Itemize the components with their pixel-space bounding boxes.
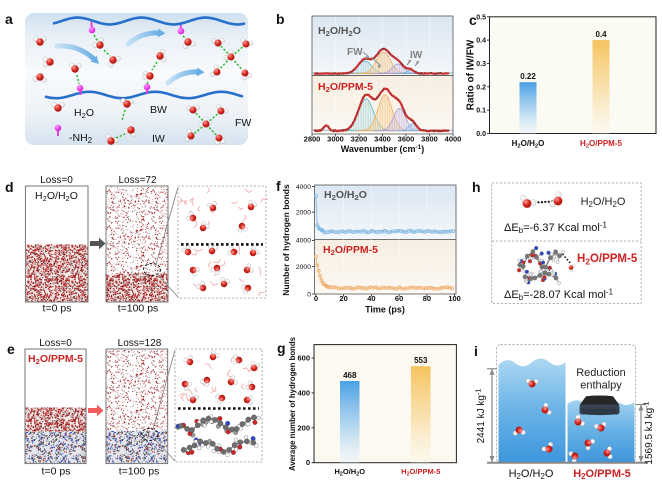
svg-text:H2O/PPM-5: H2O/PPM-5 [580, 139, 622, 150]
svg-text:468: 468 [343, 371, 357, 380]
svg-text:H2O/H2O: H2O/H2O [318, 25, 361, 38]
svg-text:80: 80 [423, 294, 431, 303]
svg-text:Number of hydrogen bonds: Number of hydrogen bonds [281, 184, 291, 296]
svg-text:H2O: H2O [74, 107, 94, 120]
svg-text:0: 0 [307, 291, 311, 298]
svg-text:2000: 2000 [296, 264, 311, 271]
svg-text:H2O/PPM-5: H2O/PPM-5 [318, 81, 373, 94]
svg-text:i: i [474, 343, 478, 359]
svg-text:H2O/H2O: H2O/H2O [334, 467, 365, 478]
svg-text:BW: BW [150, 104, 167, 116]
svg-text:Loss=0: Loss=0 [40, 175, 73, 186]
svg-text:0: 0 [306, 458, 310, 467]
svg-text:H2O/PPM-5: H2O/PPM-5 [401, 467, 440, 478]
svg-text:0.2: 0.2 [476, 84, 486, 91]
svg-text:600: 600 [297, 354, 310, 363]
svg-text:0.0: 0.0 [476, 131, 486, 138]
svg-text:400: 400 [297, 388, 310, 397]
svg-text:2441 kJ kg-1: 2441 kJ kg-1 [474, 389, 487, 444]
svg-text:3600: 3600 [398, 135, 415, 144]
svg-text:Loss=72: Loss=72 [118, 175, 157, 186]
svg-text:4000: 4000 [445, 135, 462, 144]
svg-text:H2O/PPM-5: H2O/PPM-5 [573, 468, 631, 481]
svg-text:H2O/PPM-5: H2O/PPM-5 [323, 244, 378, 257]
svg-text:H2O/PPM-5: H2O/PPM-5 [577, 253, 638, 266]
svg-text:t=100 ps: t=100 ps [119, 466, 160, 478]
svg-text:ΔEb=-28.07 Kcal mol-1: ΔEb=-28.07 Kcal mol-1 [504, 287, 613, 302]
svg-text:Loss=0: Loss=0 [39, 338, 72, 349]
svg-text:0.4: 0.4 [476, 38, 486, 45]
svg-text:Time (ps): Time (ps) [365, 305, 405, 315]
svg-text:f: f [276, 178, 281, 194]
svg-text:H2O/H2O: H2O/H2O [35, 190, 78, 203]
svg-text:200: 200 [297, 423, 310, 432]
svg-text:c: c [469, 12, 477, 28]
svg-text:2000: 2000 [296, 210, 311, 217]
svg-text:g: g [277, 340, 286, 356]
svg-text:4000: 4000 [296, 238, 311, 245]
svg-text:IW: IW [410, 50, 423, 61]
svg-text:1569.5 kJ kg-1: 1569.5 kJ kg-1 [642, 401, 655, 464]
svg-text:H2O/H2O: H2O/H2O [581, 196, 626, 209]
svg-text:enthalpy: enthalpy [580, 380, 622, 392]
svg-text:Average number of hydrogen bon: Average number of hydrogen bonds [288, 336, 297, 471]
svg-text:3000: 3000 [327, 135, 344, 144]
svg-text:0: 0 [314, 294, 318, 303]
svg-text:0.4: 0.4 [595, 30, 607, 39]
svg-text:d: d [5, 179, 14, 195]
svg-text:H2O/H2O: H2O/H2O [512, 139, 545, 150]
svg-text:IW: IW [152, 133, 165, 145]
svg-text:Loss=128: Loss=128 [118, 338, 162, 349]
svg-text:0.5: 0.5 [476, 14, 486, 21]
svg-text:a: a [5, 11, 13, 27]
svg-text:4000: 4000 [296, 184, 311, 191]
svg-text:0.3: 0.3 [476, 61, 486, 68]
svg-text:t=100 ps: t=100 ps [118, 303, 159, 315]
svg-text:0.22: 0.22 [520, 72, 536, 81]
svg-text:h: h [472, 179, 481, 195]
svg-text:2800: 2800 [304, 135, 321, 144]
svg-text:FW: FW [235, 117, 251, 129]
svg-text:H2O/H2O: H2O/H2O [324, 189, 367, 202]
svg-text:H2O/PPM-5: H2O/PPM-5 [28, 353, 83, 366]
svg-text:Reduction: Reduction [576, 367, 626, 379]
svg-text:0.1: 0.1 [476, 108, 486, 115]
svg-text:553: 553 [414, 356, 428, 365]
svg-text:3200: 3200 [351, 135, 368, 144]
svg-text:60: 60 [395, 294, 403, 303]
svg-text:Wavenumber (cm-1): Wavenumber (cm-1) [341, 144, 424, 154]
svg-text:Ratio of IW/FW: Ratio of IW/FW [466, 39, 477, 110]
svg-text:100: 100 [448, 294, 461, 303]
svg-text:FW: FW [347, 47, 363, 58]
svg-text:e: e [7, 341, 15, 357]
svg-text:-NH2: -NH2 [69, 132, 93, 145]
svg-text:H2O/H2O: H2O/H2O [509, 468, 554, 481]
svg-text:t=0 ps: t=0 ps [42, 466, 71, 478]
svg-text:ΔEb=-6.37 Kcal mol-1: ΔEb=-6.37 Kcal mol-1 [504, 220, 607, 235]
svg-text:40: 40 [367, 294, 375, 303]
svg-text:b: b [276, 11, 285, 27]
svg-text:3400: 3400 [374, 135, 391, 144]
svg-text:t=0 ps: t=0 ps [43, 303, 72, 315]
svg-text:20: 20 [339, 294, 347, 303]
svg-text:3800: 3800 [421, 135, 438, 144]
